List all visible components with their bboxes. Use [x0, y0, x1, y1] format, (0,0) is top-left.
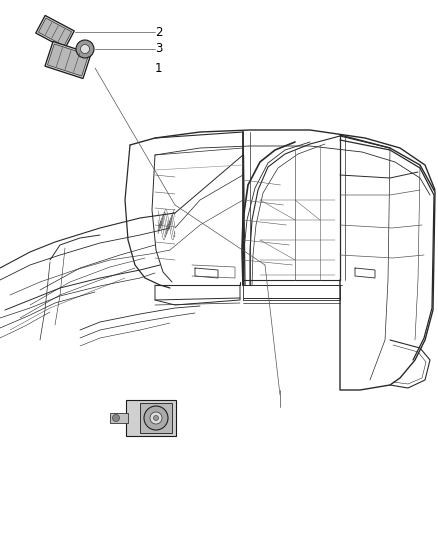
- Text: 4: 4: [132, 416, 139, 429]
- Text: 2: 2: [155, 26, 162, 38]
- Text: 1: 1: [155, 61, 162, 75]
- Circle shape: [153, 416, 159, 421]
- Bar: [36, 15, 74, 49]
- Circle shape: [150, 412, 162, 424]
- Bar: [110, 413, 128, 423]
- Circle shape: [144, 406, 168, 430]
- Bar: [47, 44, 88, 76]
- Circle shape: [81, 44, 89, 53]
- Circle shape: [76, 40, 94, 58]
- Bar: [45, 42, 91, 78]
- Bar: [140, 403, 172, 433]
- Bar: [39, 18, 71, 46]
- Circle shape: [113, 415, 120, 422]
- Text: 3: 3: [155, 43, 162, 55]
- Bar: [126, 400, 176, 436]
